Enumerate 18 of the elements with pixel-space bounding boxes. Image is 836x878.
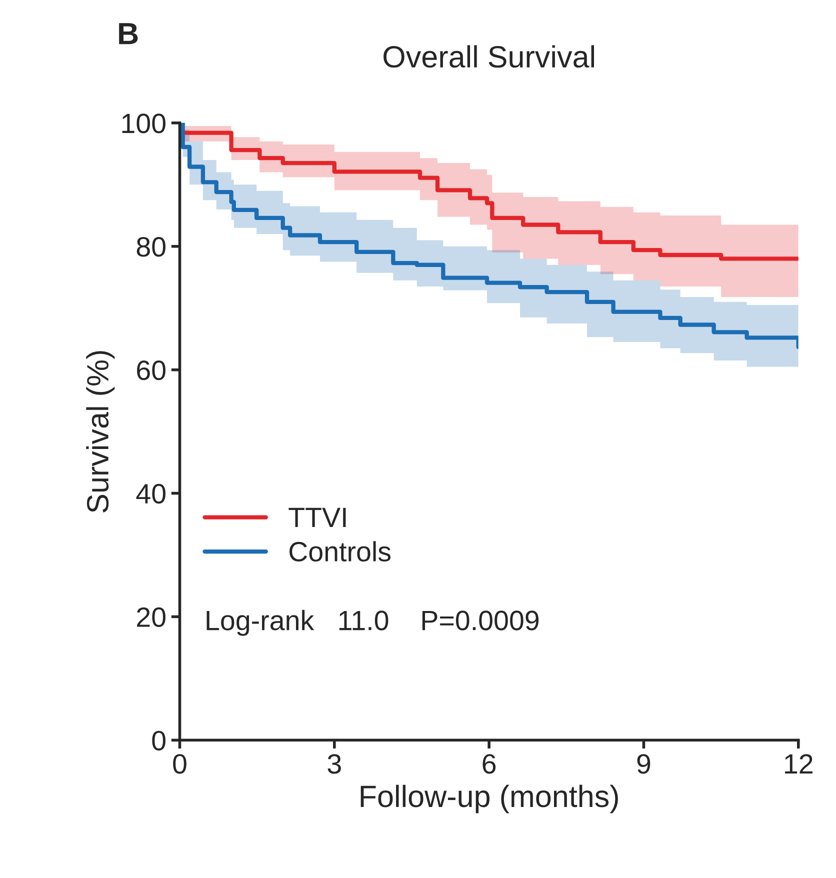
y-tick-label: 100 bbox=[122, 114, 166, 134]
x-tick-label: 0 bbox=[173, 754, 186, 774]
text: B bbox=[119, 23, 138, 44]
x-tick-label: 12 bbox=[785, 754, 812, 774]
legend-label: TTVI bbox=[288, 508, 346, 528]
legend-label: Controls bbox=[289, 541, 391, 562]
x-tick-label: 9 bbox=[637, 754, 650, 774]
x-axis-title: Follow-up (months) bbox=[360, 784, 618, 814]
y-tick-label: 20 bbox=[137, 607, 166, 628]
x-tick-label: 6 bbox=[482, 754, 496, 774]
annotation: Log-rank 11.0 P=0.0009 bbox=[206, 610, 539, 636]
y-tick-label: 40 bbox=[136, 484, 166, 504]
x-tick-label: 3 bbox=[328, 754, 341, 774]
y-axis-title: Survival (%) bbox=[86, 351, 115, 512]
chart-title: Overall Survival bbox=[384, 45, 594, 68]
y-tick-label: 0 bbox=[152, 730, 166, 750]
y-tick-label: 80 bbox=[136, 237, 166, 257]
y-tick-label: 60 bbox=[137, 360, 166, 380]
